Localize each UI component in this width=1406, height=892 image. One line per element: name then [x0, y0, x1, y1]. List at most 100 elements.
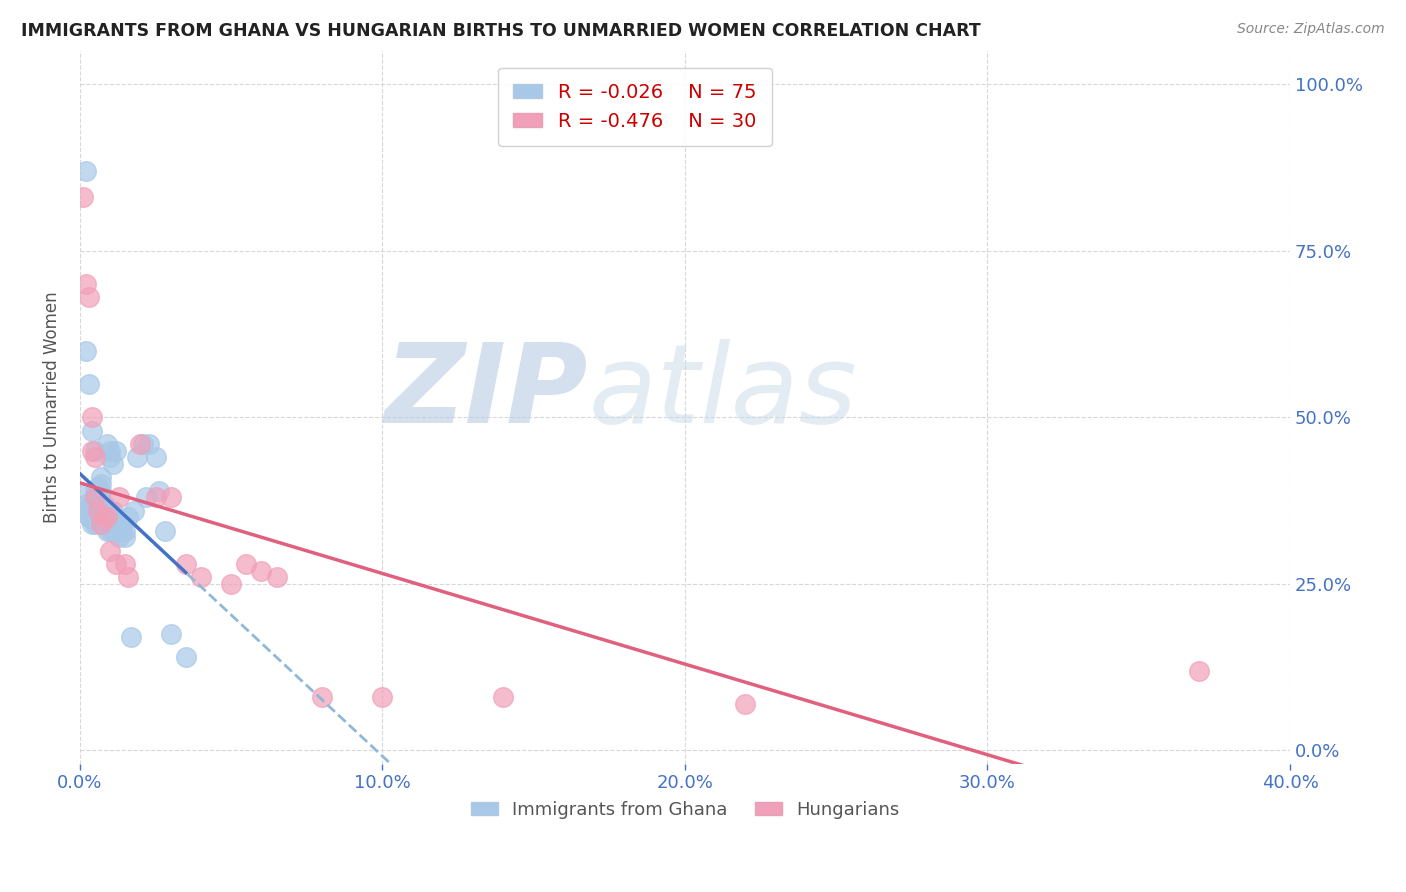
Point [87, 490, 110, 504]
Point [93, 503, 115, 517]
Point [93, 510, 115, 524]
Point [235, 557, 257, 571]
Point [87, 503, 110, 517]
Point [87, 500, 110, 515]
Point [96, 514, 118, 528]
Point [132, 437, 155, 451]
Point [90, 500, 112, 515]
Point [108, 530, 131, 544]
Point [72, 190, 94, 204]
Point [159, 627, 181, 641]
Point [219, 577, 242, 591]
Point [96, 524, 118, 538]
Point [84, 483, 107, 498]
Point [84, 490, 107, 504]
Point [492, 690, 515, 705]
Point [145, 450, 167, 465]
Point [93, 497, 115, 511]
Point [75, 343, 97, 358]
Point [90, 470, 112, 484]
Point [190, 570, 212, 584]
Point [153, 524, 176, 538]
Point [84, 450, 107, 465]
Point [105, 557, 128, 571]
Point [75, 163, 97, 178]
Point [114, 530, 136, 544]
Point [96, 437, 118, 451]
Point [80, 507, 103, 521]
Point [80, 410, 103, 425]
Point [117, 510, 139, 524]
Point [77, 510, 100, 524]
Point [135, 490, 157, 504]
Point [84, 514, 107, 528]
Point [138, 437, 160, 451]
Point [174, 650, 197, 665]
Point [98, 516, 121, 531]
Point [77, 376, 100, 391]
Point [101, 514, 124, 528]
Point [87, 497, 110, 511]
Point [105, 443, 128, 458]
Point [96, 516, 118, 531]
Y-axis label: Births to Unmarried Women: Births to Unmarried Women [44, 292, 60, 523]
Text: Source: ZipAtlas.com: Source: ZipAtlas.com [1237, 22, 1385, 37]
Point [80, 507, 103, 521]
Point [75, 277, 97, 291]
Point [129, 437, 152, 451]
Point [98, 524, 121, 538]
Point [124, 503, 146, 517]
Point [77, 290, 100, 304]
Point [101, 516, 124, 531]
Point [87, 480, 110, 494]
Point [101, 503, 124, 517]
Point [90, 476, 112, 491]
Point [90, 497, 112, 511]
Point [98, 510, 121, 524]
Point [96, 510, 118, 524]
Point [90, 503, 112, 517]
Point [77, 510, 100, 524]
Point [371, 690, 394, 705]
Point [98, 443, 121, 458]
Point [93, 510, 115, 524]
Point [77, 500, 100, 515]
Point [101, 457, 124, 471]
Point [148, 483, 170, 498]
Point [127, 450, 149, 465]
Point [117, 570, 139, 584]
Point [84, 507, 107, 521]
Point [84, 500, 107, 515]
Point [80, 503, 103, 517]
Point [93, 514, 115, 528]
Point [90, 516, 112, 531]
Point [734, 697, 756, 711]
Point [90, 483, 112, 498]
Point [145, 490, 167, 504]
Point [87, 510, 110, 524]
Point [111, 516, 134, 531]
Point [80, 510, 103, 524]
Point [84, 443, 107, 458]
Point [105, 520, 128, 534]
Point [1188, 664, 1211, 678]
Point [84, 516, 107, 531]
Point [114, 524, 136, 538]
Point [84, 503, 107, 517]
Point [311, 690, 333, 705]
Point [111, 524, 134, 538]
Point [80, 516, 103, 531]
Point [87, 483, 110, 498]
Point [84, 497, 107, 511]
Point [80, 443, 103, 458]
Point [80, 424, 103, 438]
Text: atlas: atlas [588, 340, 856, 447]
Point [105, 516, 128, 531]
Text: ZIP: ZIP [385, 340, 588, 447]
Point [72, 487, 94, 501]
Point [96, 510, 118, 524]
Point [120, 630, 142, 644]
Point [174, 557, 197, 571]
Point [98, 450, 121, 465]
Point [105, 524, 128, 538]
